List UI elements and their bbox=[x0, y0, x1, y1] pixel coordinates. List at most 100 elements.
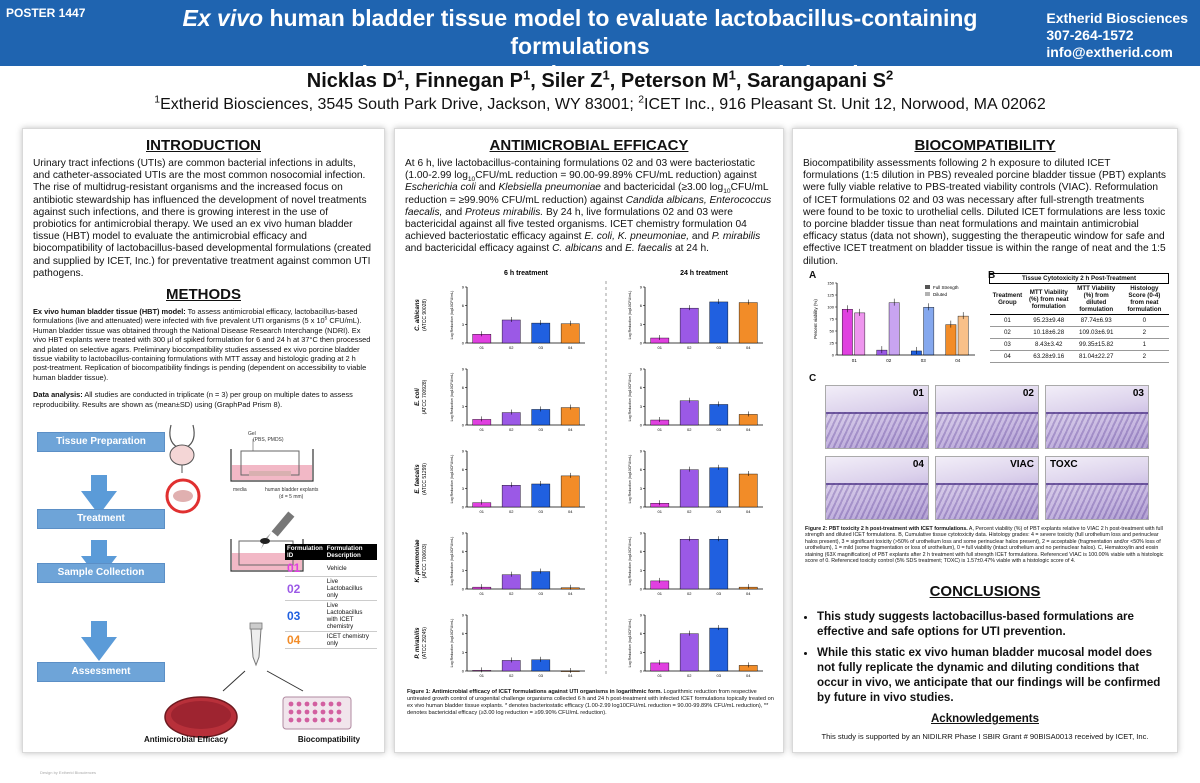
bar bbox=[709, 627, 729, 672]
x-tick-label: 01 bbox=[852, 358, 858, 363]
y-axis-label: Log Reduction (log10CFU/mL) bbox=[450, 537, 454, 586]
histology-label: 02 bbox=[1022, 388, 1034, 399]
y-axis-label: Log Reduction (log10CFU/mL) bbox=[450, 291, 454, 340]
y-tick-label: 9 bbox=[462, 531, 465, 536]
bar-full-strength bbox=[945, 324, 957, 356]
methods-bold: Ex vivo human bladder tissue (HBT) model… bbox=[33, 307, 186, 317]
y-tick-label: 9 bbox=[640, 613, 643, 618]
histology-image: 04 bbox=[825, 456, 929, 520]
x-tick-label: 01 bbox=[480, 509, 485, 514]
buffer-label: (PBS, PMDS) bbox=[253, 437, 284, 443]
author-sup: 1 bbox=[523, 67, 531, 83]
affiliations: 1Extherid Biosciences, 3545 South Park D… bbox=[0, 95, 1200, 114]
y-axis-label: Log Reduction (log10CFU/mL) bbox=[450, 455, 454, 504]
media-label: media bbox=[233, 487, 247, 493]
y-tick-label: 3 bbox=[462, 404, 465, 409]
viability-chart: Percent viability (%) 0 25 50 75 100 125 150 01 0… bbox=[813, 281, 975, 363]
bar-diluted bbox=[923, 307, 935, 356]
text-sub: 10 bbox=[467, 176, 476, 184]
atcc-label: (ATCC 51299) bbox=[422, 463, 428, 495]
figure2-caption: Figure 2: PBT toxicity 2 h post-treatmen… bbox=[805, 526, 1169, 564]
table-row: 04 ICET chemistry only bbox=[285, 631, 377, 649]
x-tick-label: 03 bbox=[539, 591, 544, 596]
y-tick-label: 6 bbox=[640, 385, 643, 390]
x-tick-label: 03 bbox=[539, 509, 544, 514]
y-tick-label: 9 bbox=[462, 285, 465, 290]
formulation-table: Formulation ID Formulation Description 0… bbox=[285, 544, 377, 649]
bar bbox=[531, 571, 551, 590]
text-run: and bbox=[442, 206, 466, 218]
company-phone: 307-264-1572 bbox=[1046, 27, 1134, 43]
table-cell: 10.18±6.28 bbox=[1025, 326, 1073, 339]
cytotoxicity-table: Tissue Cytotoxicity 2 h Post-Treatment T… bbox=[989, 273, 1169, 363]
acknowledgements-text: This study is supported by an NIDILRR Ph… bbox=[821, 732, 1149, 741]
y-tick-label: 6 bbox=[462, 467, 465, 472]
author: Nicklas D bbox=[306, 70, 397, 92]
text-run: and bbox=[475, 182, 499, 194]
y-tick-label: 0 bbox=[462, 669, 465, 674]
methods-para1: Ex vivo human bladder tissue (HBT) model… bbox=[23, 303, 384, 382]
table-cell: 03 bbox=[989, 338, 1026, 351]
x-tick-label: 02 bbox=[886, 358, 892, 363]
organism-name: C. albicans bbox=[552, 243, 603, 255]
tissue-sample-icon bbox=[165, 478, 201, 514]
methods-heading: METHODS bbox=[166, 286, 241, 304]
y-tick-label: 50 bbox=[830, 329, 835, 334]
y-tick-label: 3 bbox=[640, 486, 643, 491]
text-run: By 24 h, live formulations 02 and 03 wer… bbox=[405, 206, 747, 243]
y-tick-label: 0 bbox=[462, 341, 465, 346]
x-tick-label: 04 bbox=[746, 673, 751, 678]
text-run: and bbox=[602, 243, 626, 255]
bar bbox=[531, 409, 551, 426]
y-tick-label: 0 bbox=[462, 587, 465, 592]
title-italic: Ex vivo bbox=[182, 5, 264, 31]
formulation-desc-header: Formulation Description bbox=[324, 544, 377, 560]
bar bbox=[679, 633, 699, 672]
organism-name: Klebsiella pneumoniae bbox=[498, 182, 601, 194]
x-tick-label: 04 bbox=[568, 591, 573, 596]
y-tick-label: 3 bbox=[462, 568, 465, 573]
atcc-label: (ATCC 700603) bbox=[422, 543, 428, 578]
bar-diluted bbox=[854, 312, 866, 356]
y-tick-label: 6 bbox=[640, 631, 643, 636]
y-axis-label: Log Reduction (log10CFU/mL) bbox=[628, 455, 632, 504]
organism-name: E. faecalis bbox=[625, 243, 673, 255]
histology-image: 03 bbox=[1045, 385, 1149, 449]
table-row: 03 Live Lactobacillus with ICET chemistr… bbox=[285, 600, 377, 632]
biocompat-heading: BIOCOMPATIBILITY bbox=[914, 137, 1056, 154]
y-tick-label: 0 bbox=[640, 423, 643, 428]
y-tick-label: 125 bbox=[827, 293, 834, 298]
company-email[interactable]: info@extherid.com bbox=[1046, 44, 1173, 60]
x-tick-label: 04 bbox=[568, 509, 573, 514]
y-tick-label: 25 bbox=[830, 341, 835, 346]
formulation-desc: ICET chemistry only bbox=[324, 631, 377, 649]
table-header: Treatment Group bbox=[989, 283, 1026, 315]
histology-label: 04 bbox=[912, 459, 924, 470]
author: Siler Z bbox=[541, 70, 603, 92]
panel-a-label: A bbox=[809, 270, 817, 281]
bar-diluted bbox=[888, 302, 900, 356]
y-tick-label: 9 bbox=[462, 613, 465, 618]
x-tick-label: 02 bbox=[509, 673, 514, 678]
table-caption: Tissue Cytotoxicity 2 h Post-Treatment bbox=[989, 273, 1169, 284]
y-axis-label: Log Reduction (log10CFU/mL) bbox=[450, 373, 454, 422]
table-cell: 81.04±22.27 bbox=[1072, 350, 1121, 363]
flow-step-assessment: Assessment bbox=[37, 662, 165, 682]
flow-step-treatment: Treatment bbox=[37, 509, 165, 529]
y-tick-label: 6 bbox=[640, 303, 643, 308]
well-plate-wells bbox=[173, 524, 342, 723]
bar bbox=[709, 467, 729, 508]
table-cell: 109.03±6.91 bbox=[1072, 326, 1121, 339]
y-tick-label: 6 bbox=[462, 549, 465, 554]
y-tick-label: 6 bbox=[462, 631, 465, 636]
footer-note: Design by Extherid Biosciences bbox=[40, 770, 97, 775]
legend-entry: Diluted bbox=[933, 292, 948, 297]
caption-text: A, Percent viability (%) of PBT explants… bbox=[805, 526, 1164, 565]
list-item: This study suggests lactobacillus-based … bbox=[817, 609, 1167, 639]
x-tick-label: 01 bbox=[658, 591, 663, 596]
x-tick-label: 04 bbox=[568, 427, 573, 432]
antimicrobial-label: Antimicrobial Efficacy bbox=[143, 735, 229, 744]
well-grid-icon bbox=[288, 701, 342, 723]
list-item: While this static ex vivo human bladder … bbox=[817, 645, 1167, 705]
bar bbox=[531, 483, 551, 508]
